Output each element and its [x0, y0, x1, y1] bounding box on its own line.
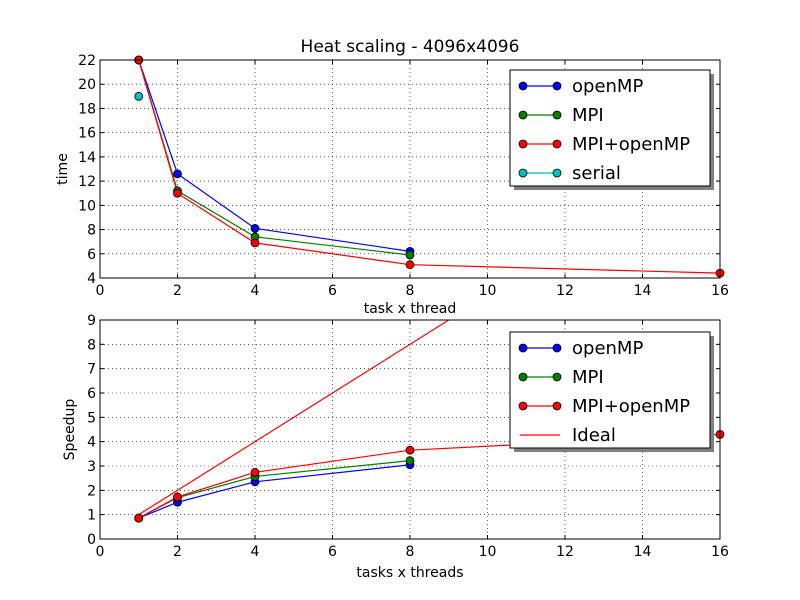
- speedup-subplot: tasks x threads Speedup 0 2 4 6 8 10 12 14 16012…: [62, 313, 729, 581]
- x-tick-label: 4: [251, 283, 260, 299]
- legend-box: [509, 331, 711, 449]
- legend-label-mpi-openmp: MPI+openMP: [572, 396, 690, 417]
- legend-label-serial: serial: [572, 163, 621, 184]
- legend-box: [509, 69, 711, 187]
- y-tick-label: 0: [87, 532, 96, 548]
- x-tick-label: 2: [173, 283, 182, 299]
- x-tick-label: 10: [479, 544, 497, 560]
- x-tick-label: 8: [406, 544, 415, 560]
- x-tick-label: 14: [634, 544, 652, 560]
- x-tick-label: 12: [556, 283, 574, 299]
- y-tick-label: 14: [78, 150, 96, 166]
- y-tick-label: 3: [87, 459, 96, 475]
- y-tick-label: 7: [87, 362, 96, 378]
- legend-label-openmp: openMP: [572, 338, 643, 359]
- x-tick-label: 2: [173, 544, 182, 560]
- legend-marker-mpi: [518, 372, 528, 382]
- y-tick-label: 8: [87, 223, 96, 239]
- y-tick-label: 20: [78, 77, 96, 93]
- y-tick-label: 18: [78, 101, 96, 117]
- legend-label-ideal: Ideal: [572, 425, 616, 446]
- axes-frame: [99, 319, 721, 540]
- x-tick-label: 8: [406, 283, 415, 299]
- y-axis-label: Speedup: [62, 399, 78, 461]
- legend-marker-mpi: [518, 110, 528, 120]
- data-point-mpi-openmp: [134, 513, 144, 523]
- y-tick-label: 2: [87, 483, 96, 499]
- data-point-mpi-openmp: [250, 467, 260, 477]
- y-tick-label: 1: [87, 508, 96, 524]
- data-point-mpi-openmp: [405, 260, 415, 270]
- series-line-openmp: [138, 60, 411, 252]
- series-line-openmp: [138, 464, 411, 519]
- x-tick-label: 6: [328, 544, 337, 560]
- legend-marker-openmp: [552, 81, 562, 91]
- x-tick-label: 0: [96, 544, 105, 560]
- data-point-serial: [134, 91, 144, 101]
- y-tick-label: 4: [87, 271, 96, 287]
- x-tick-label: 14: [634, 283, 652, 299]
- y-tick-label: 5: [87, 410, 96, 426]
- data-point-mpi: [405, 456, 415, 466]
- x-tick-label: 10: [479, 283, 497, 299]
- y-tick-label: 6: [87, 247, 96, 263]
- y-axis-label: time: [55, 153, 71, 185]
- legend-marker-mpi-openmp: [552, 139, 562, 149]
- legend-marker-mpi-openmp: [518, 401, 528, 411]
- series-line-ideal: [138, 320, 450, 516]
- data-point-openmp: [250, 223, 260, 233]
- legend-label-mpi: MPI: [572, 367, 604, 388]
- legend-marker-mpi-openmp: [518, 139, 528, 149]
- data-point-mpi-openmp: [250, 238, 260, 248]
- data-point-mpi-openmp: [173, 188, 182, 198]
- data-point-openmp: [173, 169, 182, 179]
- legend-marker-openmp: [552, 343, 562, 353]
- legend-label-mpi: MPI: [572, 105, 604, 126]
- x-tick-label: 12: [556, 544, 574, 560]
- x-tick-label: 16: [711, 544, 729, 560]
- data-point-mpi-openmp: [173, 492, 182, 502]
- y-tick-label: 9: [87, 313, 96, 329]
- data-point-mpi-openmp: [405, 445, 415, 455]
- legend-marker-openmp: [518, 343, 528, 353]
- x-tick-label: 4: [251, 544, 260, 560]
- y-tick-label: 22: [78, 53, 96, 69]
- time-subplot: Heat scaling - 4096x4096 task x thread t…: [55, 37, 729, 317]
- x-tick-label: 6: [328, 283, 337, 299]
- legend-marker-mpi: [552, 372, 562, 382]
- legend-label-openmp: openMP: [572, 76, 643, 97]
- y-tick-label: 10: [78, 198, 96, 214]
- legend: openMP MPI MPI+openMP serial: [509, 69, 714, 190]
- legend-marker-mpi: [552, 110, 562, 120]
- data-point-mpi: [405, 250, 415, 260]
- x-tick-label: 16: [711, 283, 729, 299]
- x-axis-label: tasks x threads: [356, 565, 463, 581]
- legend-label-mpi-openmp: MPI+openMP: [572, 134, 690, 155]
- y-tick-label: 4: [87, 435, 96, 451]
- x-axis-label: task x thread: [364, 301, 457, 317]
- legend-marker-serial: [518, 168, 528, 178]
- legend-marker-serial: [552, 168, 562, 178]
- chart-title: Heat scaling - 4096x4096: [301, 37, 520, 57]
- legend: openMP MPI MPI+openMP Ideal: [509, 331, 714, 452]
- x-tick-label: 0: [96, 283, 105, 299]
- y-tick-label: 6: [87, 386, 96, 402]
- axes-frame: [99, 59, 721, 279]
- y-tick-label: 12: [78, 174, 96, 190]
- legend-marker-openmp: [518, 81, 528, 91]
- y-tick-label: 8: [87, 337, 96, 353]
- legend-marker-mpi-openmp: [552, 401, 562, 411]
- y-tick-label: 16: [78, 126, 96, 142]
